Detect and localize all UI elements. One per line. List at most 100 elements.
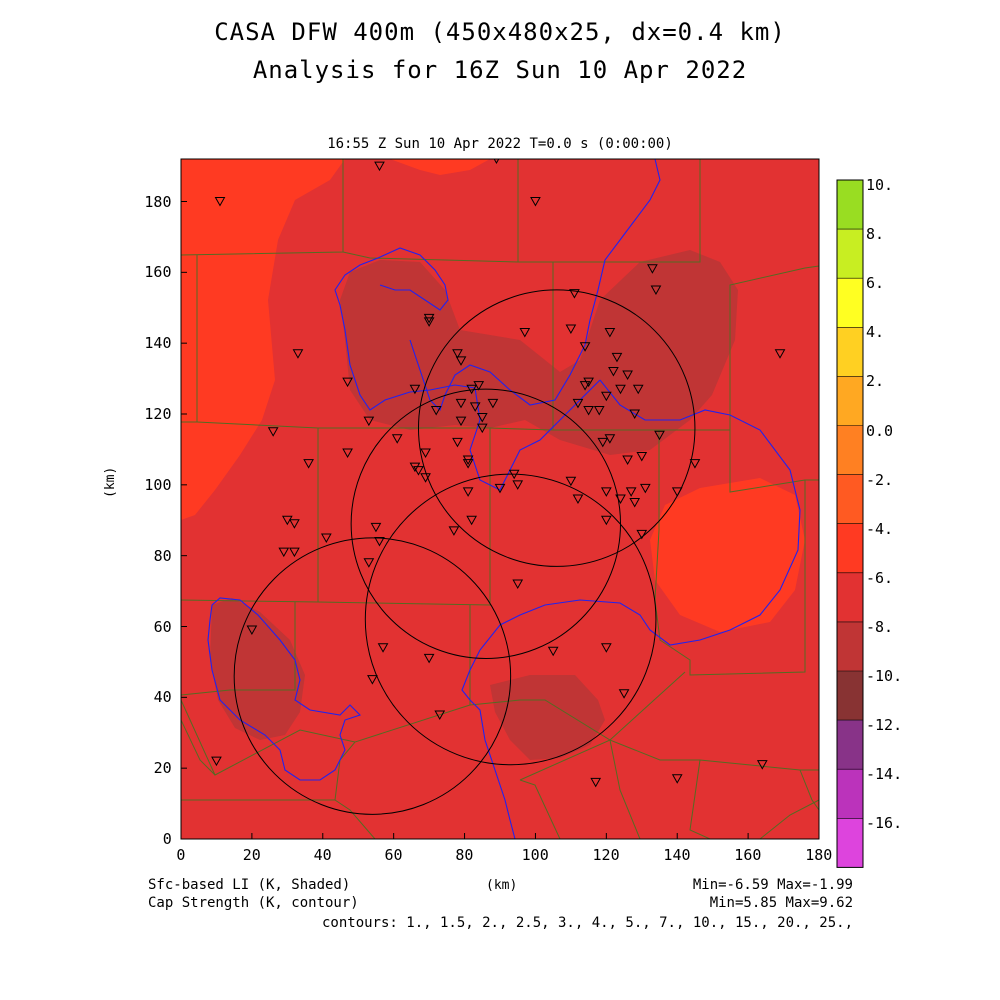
x-tick-label: 120	[592, 846, 620, 864]
station-marker	[632, 384, 644, 395]
colorbar-label: -16.	[866, 814, 903, 833]
station-marker	[448, 526, 460, 536]
x-tick-label: 180	[805, 846, 833, 864]
colorbar-label: -12.	[866, 716, 903, 735]
station-marker	[423, 653, 435, 664]
radar-range-ring	[233, 537, 512, 815]
x-tick-label: 0	[176, 846, 186, 864]
x-tick-label: 140	[663, 846, 691, 864]
county-boundaries	[181, 159, 819, 839]
warm-region-north	[390, 159, 490, 175]
y-tick-label: 40	[153, 688, 172, 707]
y-tick-label: 120	[144, 405, 172, 423]
colorbar-label: -6.	[866, 568, 894, 587]
station-marker	[671, 774, 683, 784]
station-marker	[289, 547, 300, 558]
station-marker	[413, 466, 424, 476]
station-marker	[363, 558, 375, 568]
station-marker	[625, 487, 637, 497]
radar-range-ring	[364, 473, 657, 766]
station-marker	[579, 342, 591, 352]
chart-subtitle: Analysis for 16Z Sun 10 Apr 2022	[252, 56, 748, 84]
colorbar-swatch	[837, 769, 863, 819]
station-markers	[211, 159, 786, 788]
station-marker	[214, 197, 226, 207]
station-marker	[452, 437, 463, 448]
x-tick-label: 20	[242, 846, 261, 864]
station-marker	[466, 384, 477, 395]
station-marker	[600, 391, 612, 402]
station-marker	[434, 710, 446, 721]
colorbar-label: -8.	[866, 617, 894, 636]
y-axis-label: (km)	[103, 466, 118, 498]
station-marker	[572, 494, 584, 505]
station-marker	[476, 423, 488, 434]
chart-title: CASA DFW 400m (450x480x25, dx=0.4 km)	[214, 18, 786, 46]
y-tick-label: 140	[144, 334, 172, 353]
station-marker	[420, 448, 431, 458]
station-marker	[530, 197, 541, 207]
station-marker	[377, 643, 389, 653]
radar-range-rings	[233, 289, 696, 815]
cold-region-south	[490, 675, 605, 760]
station-marker	[452, 349, 463, 359]
station-marker	[374, 161, 385, 172]
station-marker	[604, 434, 616, 444]
y-tick-label: 60	[153, 617, 172, 636]
colorbar-swatch	[837, 327, 863, 377]
station-marker	[629, 498, 641, 508]
station-marker	[611, 352, 623, 363]
station-marker	[455, 398, 467, 409]
station-marker	[565, 476, 577, 487]
colorbar-swatch	[837, 474, 863, 524]
colorbar-label: 8.	[866, 225, 885, 244]
colorbar-swatch	[837, 621, 863, 671]
warm-region-west	[181, 159, 345, 520]
station-marker	[639, 483, 651, 494]
station-marker	[593, 405, 605, 416]
axis-tick-marks	[180, 201, 820, 840]
station-marker	[671, 487, 683, 497]
colorbar-label: -14.	[866, 765, 903, 784]
y-tick-label: 0	[162, 830, 172, 848]
station-marker	[608, 367, 619, 377]
station-marker	[519, 328, 531, 338]
colorbar-swatch	[837, 523, 863, 573]
station-marker	[469, 402, 481, 412]
plot-frame	[180, 158, 820, 840]
y-tick-label: 80	[153, 546, 172, 565]
colorbar-swatch	[837, 572, 863, 622]
station-marker	[303, 459, 314, 469]
station-marker	[622, 455, 633, 466]
contour-field-caption: Cap Strength (K, contour)	[148, 895, 359, 911]
station-marker	[569, 289, 580, 299]
station-marker	[572, 398, 584, 409]
station-marker	[579, 381, 591, 391]
colorbar-swatch	[837, 180, 863, 230]
colorbar-swatch	[837, 229, 863, 279]
colorbar-label: 2.	[866, 372, 885, 391]
y-tick-label: 180	[144, 192, 172, 211]
station-marker	[600, 515, 612, 526]
colorbar-label: 4.	[866, 323, 885, 342]
y-tick-label: 20	[153, 759, 172, 778]
x-axis-label: (km)	[486, 878, 518, 893]
station-marker	[604, 328, 616, 338]
x-tick-label: 100	[521, 846, 549, 864]
station-marker	[363, 416, 375, 427]
station-marker	[650, 285, 662, 296]
shaded-field-caption: Sfc-based LI (K, Shaded)	[148, 877, 351, 893]
colorbar-swatch	[837, 671, 863, 721]
station-marker	[473, 381, 485, 391]
colorbar-label: 10.	[866, 176, 894, 194]
station-marker	[462, 459, 474, 469]
station-marker	[615, 384, 626, 395]
station-marker	[583, 405, 594, 416]
y-tick-label: 100	[144, 475, 172, 494]
station-marker	[689, 459, 701, 469]
station-marker	[423, 313, 435, 324]
cold-region-southwest	[210, 598, 305, 740]
radar-range-ring	[417, 289, 696, 567]
station-marker	[281, 515, 293, 526]
station-marker	[278, 547, 290, 558]
